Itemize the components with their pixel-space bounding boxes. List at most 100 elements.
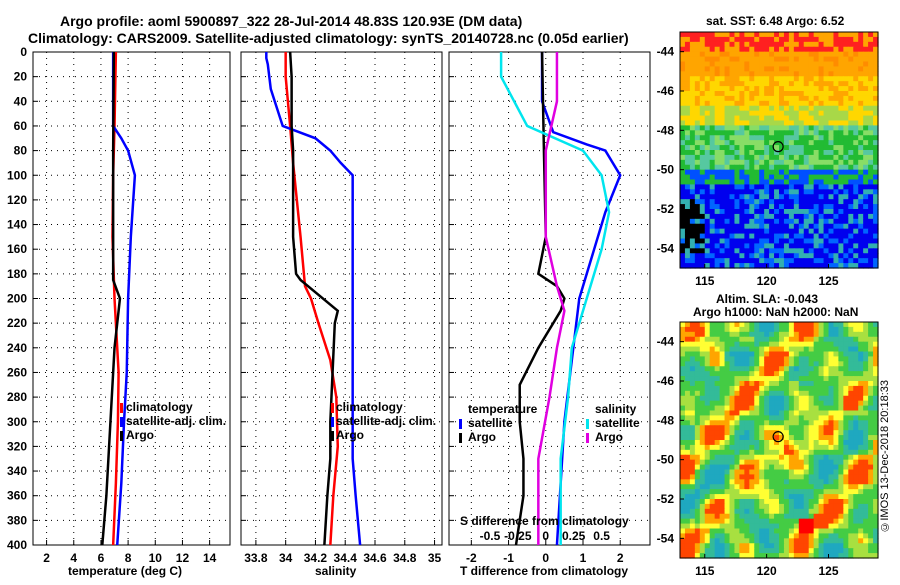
map-cell [788, 508, 795, 515]
map-cell [823, 351, 830, 358]
map-cell [749, 194, 755, 200]
map-cell [729, 420, 736, 426]
map-cell [779, 115, 785, 122]
map-cell [813, 469, 820, 476]
map-cell [734, 263, 740, 269]
map-cell [803, 381, 810, 387]
map-cell [754, 71, 760, 77]
map-cell [793, 341, 800, 348]
map-cell [714, 71, 721, 77]
map-cell [749, 258, 755, 264]
map-cell [689, 76, 696, 82]
map-cell [749, 189, 755, 195]
map-cell [744, 449, 750, 456]
map-cell [684, 464, 691, 471]
map-cell [719, 356, 726, 362]
map-cell [744, 381, 750, 387]
map-cell [788, 523, 795, 530]
map-cell [823, 425, 830, 431]
map-cell [823, 218, 830, 225]
map-lon-label: 120 [757, 564, 777, 578]
map-cell [704, 508, 711, 515]
map-cell [759, 100, 765, 107]
map-cell [838, 381, 844, 387]
map-cell [714, 331, 721, 338]
map-cell [808, 484, 815, 490]
map-cell [699, 469, 706, 476]
map-cell [714, 61, 721, 68]
map-cell [759, 258, 765, 264]
map-cell [788, 464, 795, 471]
map-cell [853, 395, 859, 402]
map-cell [724, 115, 731, 122]
map-cell [744, 489, 750, 495]
map-cell [724, 243, 731, 249]
map-cell [833, 503, 839, 510]
map-cell [729, 449, 736, 456]
map-cell [838, 253, 844, 259]
map-cell [783, 228, 790, 235]
map-cell [868, 66, 874, 72]
map-cell [873, 233, 879, 240]
map-cell [788, 46, 795, 53]
map-cell [863, 174, 869, 181]
map-cell [798, 499, 805, 505]
map-cell [779, 263, 785, 269]
map-cell [779, 464, 785, 471]
map-cell [689, 430, 696, 436]
map-cell [858, 41, 864, 48]
map-cell [729, 238, 736, 245]
map-cell [853, 238, 859, 245]
map-cell [699, 533, 706, 539]
map-cell [803, 154, 810, 161]
map-cell [774, 390, 780, 397]
map-cell [709, 459, 716, 466]
map-cell [754, 454, 760, 461]
map-cell [714, 390, 721, 397]
map-cell [744, 154, 750, 161]
map-cell [719, 494, 726, 500]
map-cell [858, 130, 864, 136]
map-cell [823, 51, 830, 58]
map-cell [798, 159, 805, 166]
map-cell [843, 474, 849, 480]
map-cell [699, 376, 706, 382]
map-cell [863, 553, 869, 559]
map-cell [833, 95, 839, 102]
map-cell [823, 263, 830, 269]
map-cell [704, 503, 711, 510]
map-cell [843, 213, 849, 220]
map-cell [719, 71, 726, 77]
map-cell [680, 356, 686, 362]
map-cell [868, 425, 874, 431]
map-cell [699, 223, 706, 230]
map-cell [853, 553, 859, 559]
map-cell [724, 449, 731, 456]
sal-legend-climatology: climatology [336, 400, 403, 414]
map-cell [853, 228, 859, 235]
map-cell [689, 346, 696, 353]
map-cell [769, 110, 775, 117]
map-cell [714, 425, 721, 431]
map-cell [803, 189, 810, 195]
map-cell [783, 405, 790, 412]
map-cell [734, 548, 740, 554]
map-cell [719, 174, 726, 181]
map-cell [858, 405, 864, 412]
map-cell [749, 61, 755, 68]
map-cell [724, 184, 731, 190]
map-cell [779, 91, 785, 97]
map-cell [848, 189, 854, 195]
map-cell [774, 366, 780, 372]
map-cell [818, 228, 825, 235]
map-cell [774, 548, 780, 554]
map-cell [680, 341, 686, 348]
map-cell [813, 548, 820, 554]
map-cell [769, 326, 775, 333]
map-cell [699, 56, 706, 63]
map-cell [764, 361, 770, 367]
map-cell [818, 154, 825, 161]
map-cell [793, 533, 800, 539]
map-cell [719, 46, 726, 53]
